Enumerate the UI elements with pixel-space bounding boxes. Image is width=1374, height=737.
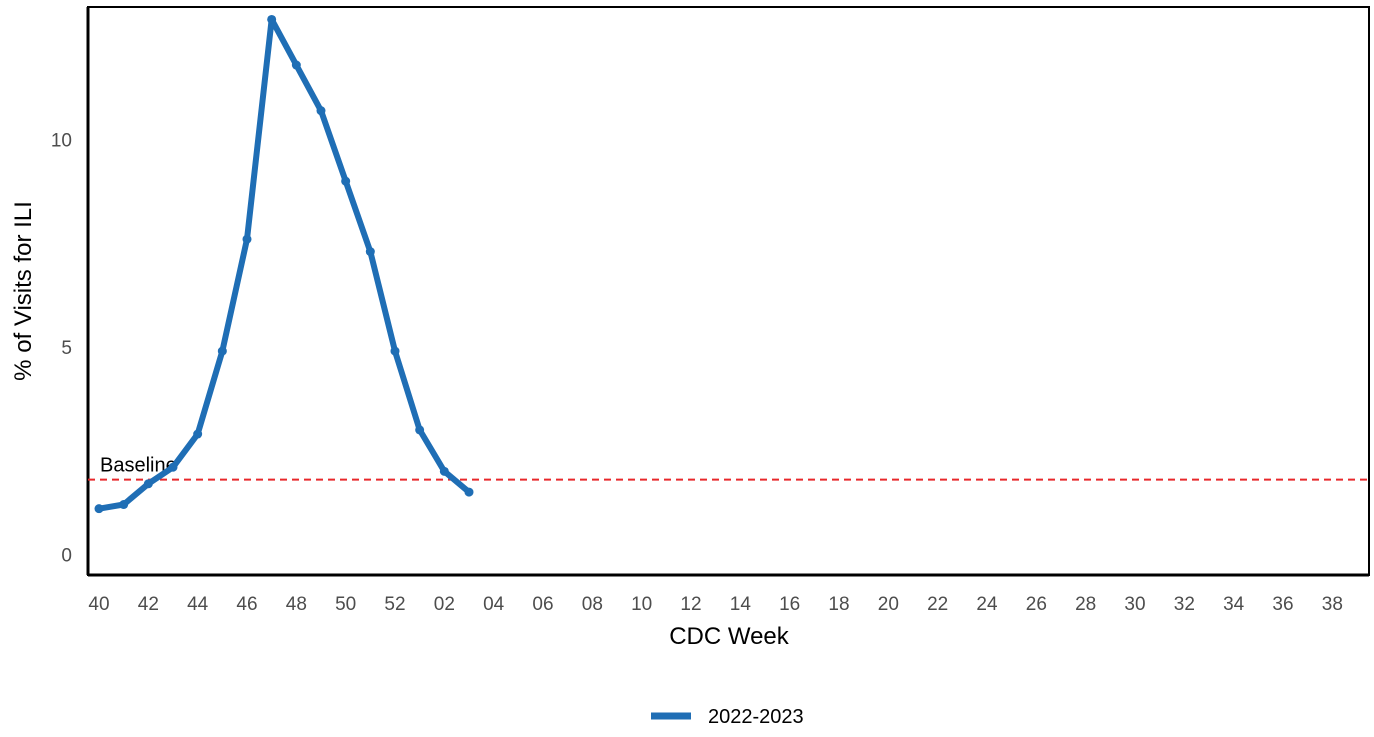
x-tick-label: 08 — [582, 594, 603, 615]
data-point — [217, 346, 227, 356]
x-tick-label: 10 — [631, 594, 652, 615]
x-tick-label: 32 — [1174, 594, 1195, 615]
x-tick-label: 38 — [1322, 594, 1343, 615]
data-point — [390, 346, 400, 356]
x-tick-label: 18 — [828, 594, 849, 615]
baseline-label: Baseline — [100, 455, 177, 477]
series-layer — [94, 14, 474, 514]
x-tick-label: 36 — [1272, 594, 1293, 615]
data-point — [193, 429, 203, 439]
data-point — [365, 247, 375, 257]
data-point — [341, 176, 351, 186]
y-axis-title: % of Visits for ILI — [10, 201, 37, 381]
y-tick-labels: 0 5 10 — [51, 131, 72, 567]
x-tick-label: 30 — [1124, 594, 1145, 615]
x-tick-label: 34 — [1223, 594, 1245, 615]
x-tick-label: 14 — [730, 594, 752, 615]
x-axis-title: CDC Week — [669, 623, 790, 650]
legend-label-2022-2023: 2022-2023 — [708, 706, 804, 728]
legend: 2022-2023 — [651, 706, 804, 728]
data-point — [143, 479, 153, 489]
data-point — [94, 504, 104, 514]
data-point — [464, 487, 474, 497]
y-tick-label: 5 — [61, 338, 72, 359]
data-point — [316, 106, 326, 116]
x-tick-label: 28 — [1075, 594, 1096, 615]
x-tick-label: 02 — [434, 594, 455, 615]
x-tick-label: 12 — [680, 594, 701, 615]
data-point — [415, 425, 425, 435]
x-tick-labels: 40 42 44 46 48 50 52 02 04 06 08 10 12 14 16 18 20 22 24 26… — [88, 594, 1342, 615]
x-tick-label: 06 — [532, 594, 553, 615]
x-tick-label: 44 — [187, 594, 209, 615]
x-tick-label: 04 — [483, 594, 505, 615]
plot-panel — [87, 6, 1370, 576]
data-point — [267, 14, 277, 24]
x-tick-label: 50 — [335, 594, 356, 615]
x-tick-label: 24 — [976, 594, 998, 615]
y-tick-label: 0 — [61, 545, 72, 566]
x-tick-label: 52 — [384, 594, 405, 615]
x-tick-label: 16 — [779, 594, 800, 615]
data-point — [168, 462, 178, 472]
y-tick-label: 10 — [51, 131, 72, 152]
x-tick-label: 40 — [88, 594, 109, 615]
x-tick-label: 46 — [236, 594, 257, 615]
x-tick-label: 22 — [927, 594, 948, 615]
series-line — [96, 16, 472, 512]
x-tick-label: 42 — [138, 594, 159, 615]
data-point — [119, 500, 129, 510]
x-tick-label: 20 — [878, 594, 899, 615]
data-point — [242, 234, 252, 244]
data-point — [439, 466, 449, 476]
data-point — [291, 60, 301, 70]
x-tick-label: 26 — [1026, 594, 1047, 615]
x-tick-label: 48 — [286, 594, 307, 615]
